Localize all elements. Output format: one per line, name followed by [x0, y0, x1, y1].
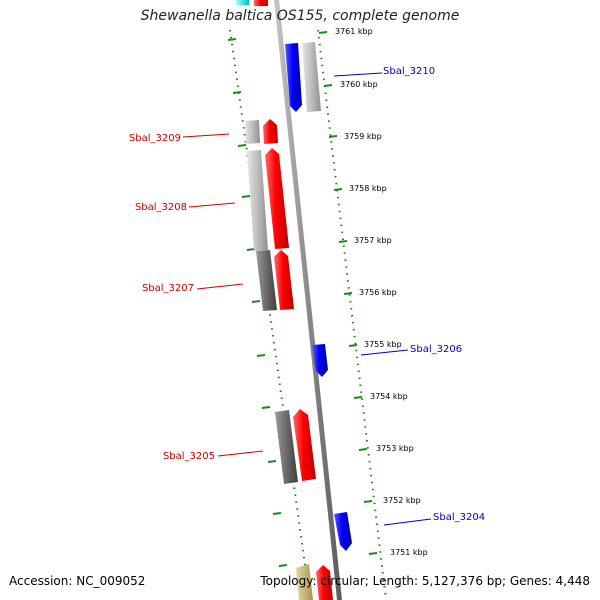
- gene-forward-3208[interactable]: [265, 148, 289, 249]
- gene-partial-cyan[interactable]: [236, 0, 249, 5]
- gene-forward-3207[interactable]: [274, 250, 294, 310]
- gene-grey-3208[interactable]: [247, 150, 268, 251]
- gene-label-3204[interactable]: Sbal_3204: [433, 512, 485, 523]
- genome-backbone: [274, 0, 342, 600]
- tick-label: 3751 kbp: [390, 548, 428, 557]
- inner-tick: [241, 195, 251, 198]
- gene-label-3207[interactable]: Sbal_3207: [142, 283, 194, 294]
- tick-label: 3760 kbp: [340, 80, 378, 89]
- map-title: Shewanella baltica OS155, complete genom…: [140, 8, 460, 24]
- inner-tick: [272, 512, 282, 515]
- gene-label-3209[interactable]: Sbal_3209: [129, 133, 181, 144]
- ring-inner-boundary: [229, 29, 311, 600]
- inner-tick: [256, 354, 266, 357]
- inner-tick: [278, 564, 288, 567]
- inner-tick: [237, 144, 247, 147]
- outer-tick: [323, 84, 333, 87]
- inner-tick: [251, 300, 261, 303]
- leader-3204: [383, 518, 432, 526]
- leader-3209: [182, 133, 230, 138]
- gene-labels: Sbal_3210 Sbal_3209 Sbal_3208 Sbal_3207 …: [129, 66, 485, 523]
- outer-tick: [363, 500, 373, 503]
- outer-tick: [338, 240, 348, 243]
- accession-text: Accession: NC_009052: [9, 574, 146, 588]
- outer-tick: [328, 135, 338, 138]
- outer-tick: [348, 344, 358, 347]
- tick-label: 3753 kbp: [376, 444, 414, 453]
- label-leaders: [182, 72, 432, 526]
- leader-3207: [196, 283, 244, 290]
- backbone-line: [274, 0, 342, 600]
- tick-label: 3752 kbp: [383, 496, 421, 505]
- gene-forward-3205[interactable]: [293, 409, 316, 481]
- gene-label-3208[interactable]: Sbal_3208: [135, 202, 187, 213]
- tick-label: 3755 kbp: [364, 340, 402, 349]
- gene-reverse-3204[interactable]: [334, 512, 352, 551]
- outer-tick: [358, 448, 368, 451]
- gene-partial-red-bottom[interactable]: [316, 565, 333, 600]
- tick-label: 3757 kbp: [354, 236, 392, 245]
- gene-label-3205[interactable]: Sbal_3205: [163, 451, 215, 462]
- gene-grey-3209[interactable]: [245, 120, 260, 144]
- leader-3208: [188, 202, 236, 208]
- gene-grey-3207[interactable]: [256, 250, 277, 311]
- gene-forward-3209[interactable]: [263, 119, 278, 144]
- leader-3210: [333, 72, 383, 77]
- gene-grey-3210[interactable]: [302, 42, 321, 112]
- outer-tick: [353, 396, 363, 399]
- outer-tick: [318, 31, 328, 34]
- gene-partial-tan[interactable]: [296, 564, 313, 600]
- leader-3206: [360, 349, 409, 356]
- outer-tick: [368, 552, 378, 555]
- gene-grey-3205[interactable]: [275, 410, 298, 484]
- outer-tick-marks: [318, 31, 378, 555]
- gene-label-3210[interactable]: Sbal_3210: [383, 66, 435, 77]
- tick-label: 3759 kbp: [344, 132, 382, 141]
- ring-outer-boundary: [317, 29, 387, 600]
- gene-features: [236, 0, 352, 600]
- tick-label: 3761 kbp: [335, 27, 373, 36]
- inner-tick: [246, 248, 256, 251]
- tick-label: 3756 kbp: [359, 288, 397, 297]
- gene-label-3206[interactable]: Sbal_3206: [410, 344, 462, 355]
- topology-text: Topology: circular; Length: 5,127,376 bp…: [260, 574, 590, 588]
- tick-label: 3754 kbp: [370, 392, 408, 401]
- tick-labels: 3761 kbp 3760 kbp 3759 kbp 3758 kbp 3757…: [335, 27, 428, 557]
- inner-tick: [267, 460, 277, 463]
- outer-tick: [333, 188, 343, 191]
- inner-tick-marks: [227, 38, 288, 567]
- tick-label: 3758 kbp: [349, 184, 387, 193]
- ring-boundaries: [229, 29, 387, 600]
- inner-tick: [261, 406, 271, 409]
- inner-tick: [227, 38, 237, 41]
- inner-tick: [232, 91, 242, 94]
- outer-tick: [343, 292, 353, 295]
- gene-reverse-3206[interactable]: [312, 344, 328, 377]
- gene-partial-red-top[interactable]: [254, 0, 268, 6]
- leader-3205: [217, 450, 264, 457]
- gene-reverse-3210[interactable]: [285, 43, 302, 112]
